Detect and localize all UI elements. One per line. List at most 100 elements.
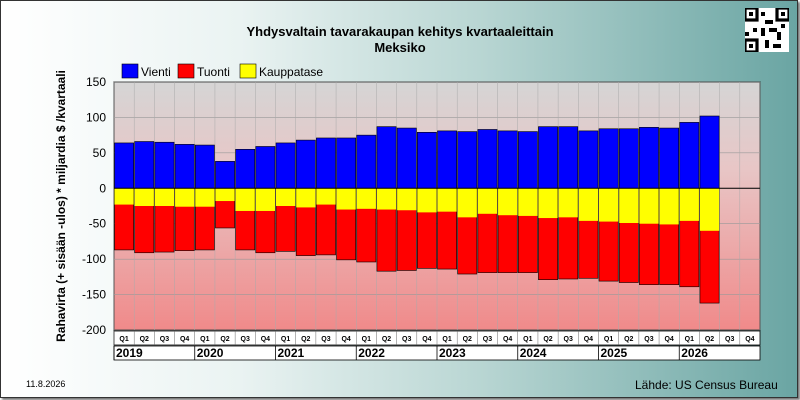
quarter-label: Q4: [664, 336, 673, 343]
bar-kauppatase: [376, 188, 397, 210]
bar-kauppatase: [477, 188, 498, 214]
quarter-label: Q1: [442, 336, 451, 343]
quarter-label: Q1: [685, 336, 694, 343]
bar-kauppatase: [679, 188, 699, 221]
quarter-label: Q4: [422, 336, 431, 343]
y-axis-label: Rahavirta (+ sisään -ulos) * miljardia $…: [54, 70, 68, 342]
bar-kauppatase: [114, 188, 134, 205]
y-tick-label: 0: [99, 181, 106, 195]
bar-vienti: [174, 144, 195, 189]
bar-kauppatase: [639, 188, 659, 224]
bar-vienti: [538, 126, 558, 189]
bar-kauppatase: [437, 188, 457, 212]
bar-kauppatase: [518, 188, 538, 216]
quarter-label: Q2: [543, 336, 552, 343]
quarter-label: Q2: [382, 336, 391, 343]
bar-kauppatase: [175, 188, 195, 207]
legend-swatch: [239, 63, 257, 79]
bar-vienti: [558, 126, 579, 189]
bar-vienti: [215, 161, 235, 189]
bar-vienti: [255, 146, 276, 189]
bar-kauppatase: [417, 188, 437, 213]
bar-kauppatase: [619, 188, 639, 224]
bar-kauppatase: [235, 188, 255, 211]
year-label: 2024: [520, 346, 547, 360]
bar-kauppatase: [255, 188, 275, 211]
bar-vienti: [316, 137, 336, 189]
bar-vienti: [295, 139, 316, 189]
bar-vienti: [194, 144, 215, 189]
bar-kauppatase: [699, 188, 720, 231]
bar-vienti: [659, 127, 680, 189]
legend-label: Vienti: [141, 65, 171, 79]
quarter-label: Q2: [140, 336, 149, 343]
bar-kauppatase: [195, 188, 215, 207]
bar-vienti: [336, 137, 357, 189]
bar-vienti: [578, 130, 599, 189]
quarter-label: Q3: [644, 336, 653, 343]
year-label: 2023: [439, 346, 466, 360]
year-label: 2026: [681, 346, 708, 360]
quarter-label: Q1: [523, 336, 532, 343]
quarter-label: Q2: [301, 336, 310, 343]
bar-vienti: [618, 128, 639, 189]
bar-kauppatase: [599, 188, 619, 222]
bar-kauppatase: [316, 188, 336, 205]
bar-vienti: [639, 127, 659, 189]
bar-vienti: [154, 141, 175, 189]
bar-vienti: [598, 128, 619, 189]
bar-kauppatase: [457, 188, 477, 218]
quarter-label: Q4: [745, 336, 754, 343]
bar-vienti: [679, 122, 700, 189]
y-tick-label: -50: [89, 217, 107, 231]
bar-vienti: [134, 141, 155, 189]
bar-kauppatase: [215, 188, 235, 202]
quarter-label: Q1: [604, 336, 613, 343]
quarter-label: Q2: [624, 336, 633, 343]
bar-kauppatase: [397, 188, 417, 211]
quarter-label: Q3: [564, 336, 573, 343]
quarter-label: Q1: [362, 336, 371, 343]
footer-date: 11.8.2026: [26, 379, 66, 389]
footer-source: Lähde: US Census Bureau: [635, 378, 778, 392]
bar-kauppatase: [356, 188, 376, 209]
bar-kauppatase: [296, 188, 316, 208]
bar-vienti: [699, 115, 720, 189]
qr-code-icon: [745, 8, 789, 52]
year-label: 2022: [358, 346, 385, 360]
quarter-label: Q3: [241, 336, 250, 343]
legend-label: Kauppatase: [259, 65, 323, 79]
y-tick-label: 100: [86, 110, 106, 124]
y-tick-label: -100: [82, 252, 106, 266]
quarter-label: Q4: [341, 336, 350, 343]
quarter-label: Q2: [220, 336, 229, 343]
legend-label: Tuonti: [197, 65, 230, 79]
quarter-label: Q3: [160, 336, 169, 343]
bar-kauppatase: [558, 188, 578, 218]
bar-kauppatase: [578, 188, 598, 221]
year-label: 2019: [116, 346, 143, 360]
bar-kauppatase: [336, 188, 356, 210]
quarter-label: Q3: [725, 336, 734, 343]
year-label: 2025: [601, 346, 628, 360]
quarter-label: Q3: [321, 336, 330, 343]
bar-vienti: [114, 142, 134, 189]
legend-swatch: [121, 63, 139, 79]
bar-kauppatase: [154, 188, 175, 206]
y-tick-label: 150: [86, 75, 106, 89]
y-tick-label: -200: [82, 323, 106, 337]
bar-kauppatase: [538, 188, 558, 219]
year-label: 2021: [278, 346, 305, 360]
bar-kauppatase: [659, 188, 679, 225]
quarter-label: Q1: [281, 336, 290, 343]
quarter-label: Q3: [402, 336, 411, 343]
bar-vienti: [497, 130, 518, 189]
quarter-label: Q4: [503, 336, 512, 343]
quarter-label: Q4: [584, 336, 593, 343]
quarter-label: Q1: [200, 336, 209, 343]
quarter-label: Q1: [119, 336, 128, 343]
y-tick-label: 50: [93, 146, 107, 160]
bar-vienti: [517, 131, 538, 189]
bar-vienti: [235, 149, 256, 189]
